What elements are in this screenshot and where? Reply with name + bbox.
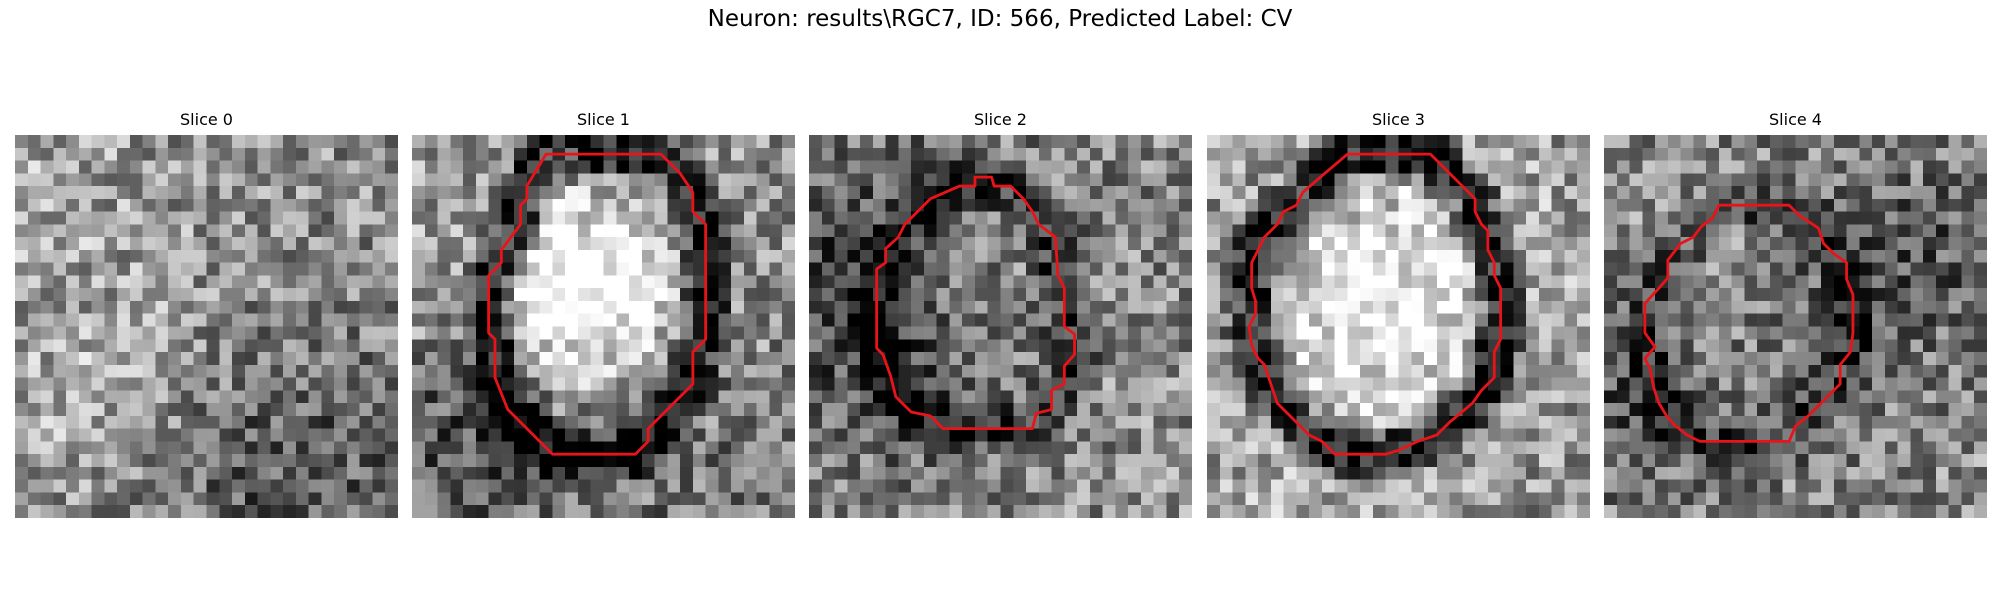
slice-panel-3: Slice 3 [1207, 108, 1590, 518]
slice-image [1207, 135, 1590, 518]
grayscale-pixel-grid [412, 135, 795, 518]
slice-title: Slice 4 [1769, 110, 1822, 129]
slice-title: Slice 2 [974, 110, 1027, 129]
slice-image [412, 135, 795, 518]
grayscale-pixel-grid [15, 135, 398, 518]
segmentation-contour [875, 175, 1076, 431]
slice-image [15, 135, 398, 518]
slice-panel-0: Slice 0 [15, 108, 398, 518]
slice-title: Slice 1 [577, 110, 630, 129]
slice-image [809, 135, 1192, 518]
slice-panel-4: Slice 4 [1604, 108, 1987, 518]
segmentation-contour [487, 152, 708, 456]
slice-title: Slice 0 [180, 110, 233, 129]
slice-image [1604, 135, 1987, 518]
grayscale-pixel-grid [809, 135, 1192, 518]
grayscale-pixel-grid [1207, 135, 1590, 518]
grayscale-pixel-grid [1604, 135, 1987, 518]
slice-title: Slice 3 [1372, 110, 1425, 129]
slice-panel-1: Slice 1 [412, 108, 795, 518]
slice-panel-2: Slice 2 [809, 108, 1192, 518]
segmentation-contour [1247, 152, 1503, 456]
figure-title: Neuron: results\RGC7, ID: 566, Predicted… [707, 6, 1293, 32]
segmentation-contour [1643, 203, 1855, 443]
